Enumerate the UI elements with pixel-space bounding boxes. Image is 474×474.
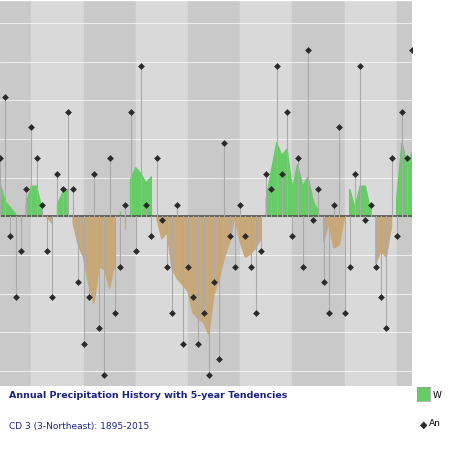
Point <box>137 62 145 70</box>
Point <box>43 247 51 255</box>
Point <box>247 263 255 270</box>
Point <box>289 232 296 239</box>
Point <box>200 309 207 317</box>
Point <box>106 155 113 162</box>
Point <box>173 201 181 209</box>
Point <box>242 232 249 239</box>
Point <box>80 340 87 347</box>
Bar <box>0 0 31 386</box>
Point <box>85 294 92 301</box>
Point <box>330 201 338 209</box>
Point <box>362 217 369 224</box>
Point <box>304 46 312 54</box>
Point <box>189 294 197 301</box>
Point <box>147 232 155 239</box>
Point <box>346 263 354 270</box>
Bar <box>188 0 240 386</box>
Point <box>69 185 77 193</box>
Text: An: An <box>429 419 441 428</box>
Point <box>310 217 317 224</box>
Point <box>315 185 322 193</box>
Point <box>90 170 98 178</box>
Point <box>283 108 291 116</box>
Text: Annual Precipitation History with 5-year Tendencies: Annual Precipitation History with 5-year… <box>9 391 288 400</box>
Point <box>7 232 14 239</box>
Point <box>221 139 228 147</box>
Point <box>179 340 186 347</box>
Text: W: W <box>433 391 442 400</box>
Bar <box>136 0 188 386</box>
Point <box>237 201 244 209</box>
Point <box>111 309 118 317</box>
Point <box>336 124 343 131</box>
Point <box>356 62 364 70</box>
Point <box>403 155 411 162</box>
Point <box>351 170 359 178</box>
Point <box>383 325 390 332</box>
Point <box>142 201 150 209</box>
Bar <box>240 0 292 386</box>
Point <box>372 263 380 270</box>
Point <box>231 263 239 270</box>
Point <box>273 62 281 70</box>
Point <box>163 263 171 270</box>
Point <box>1 93 9 100</box>
Point <box>252 309 260 317</box>
Point <box>54 170 61 178</box>
Point <box>263 170 270 178</box>
Point <box>409 46 416 54</box>
Point <box>367 201 374 209</box>
Point <box>325 309 333 317</box>
Bar <box>397 0 412 386</box>
Point <box>59 185 66 193</box>
Point <box>132 247 139 255</box>
Bar <box>83 0 136 386</box>
Point <box>153 155 160 162</box>
Point <box>116 263 124 270</box>
Point <box>127 108 134 116</box>
Point <box>257 247 265 255</box>
Point <box>294 155 301 162</box>
Point <box>393 232 401 239</box>
Point <box>320 278 328 286</box>
Point <box>226 232 234 239</box>
Point <box>377 294 385 301</box>
Point <box>64 108 72 116</box>
Bar <box>292 0 345 386</box>
Point <box>100 371 108 379</box>
Point <box>388 155 395 162</box>
Point <box>184 263 191 270</box>
Point <box>194 340 202 347</box>
Point <box>341 309 348 317</box>
Point <box>210 278 218 286</box>
Point <box>17 247 25 255</box>
Point <box>216 356 223 363</box>
Bar <box>31 0 83 386</box>
Bar <box>345 0 397 386</box>
Point <box>121 201 129 209</box>
Point <box>27 124 35 131</box>
Point <box>205 371 213 379</box>
Point <box>12 294 19 301</box>
Point <box>398 108 406 116</box>
Point <box>268 185 275 193</box>
Text: ◆: ◆ <box>419 419 427 429</box>
Point <box>0 155 4 162</box>
Point <box>33 155 40 162</box>
Point <box>299 263 307 270</box>
Text: CD 3 (3-Northeast): 1895-2015: CD 3 (3-Northeast): 1895-2015 <box>9 422 150 431</box>
Point <box>95 325 103 332</box>
Point <box>158 217 165 224</box>
Point <box>168 309 176 317</box>
Point <box>48 294 56 301</box>
Point <box>22 185 30 193</box>
Point <box>278 170 286 178</box>
Point <box>38 201 46 209</box>
Point <box>74 278 82 286</box>
